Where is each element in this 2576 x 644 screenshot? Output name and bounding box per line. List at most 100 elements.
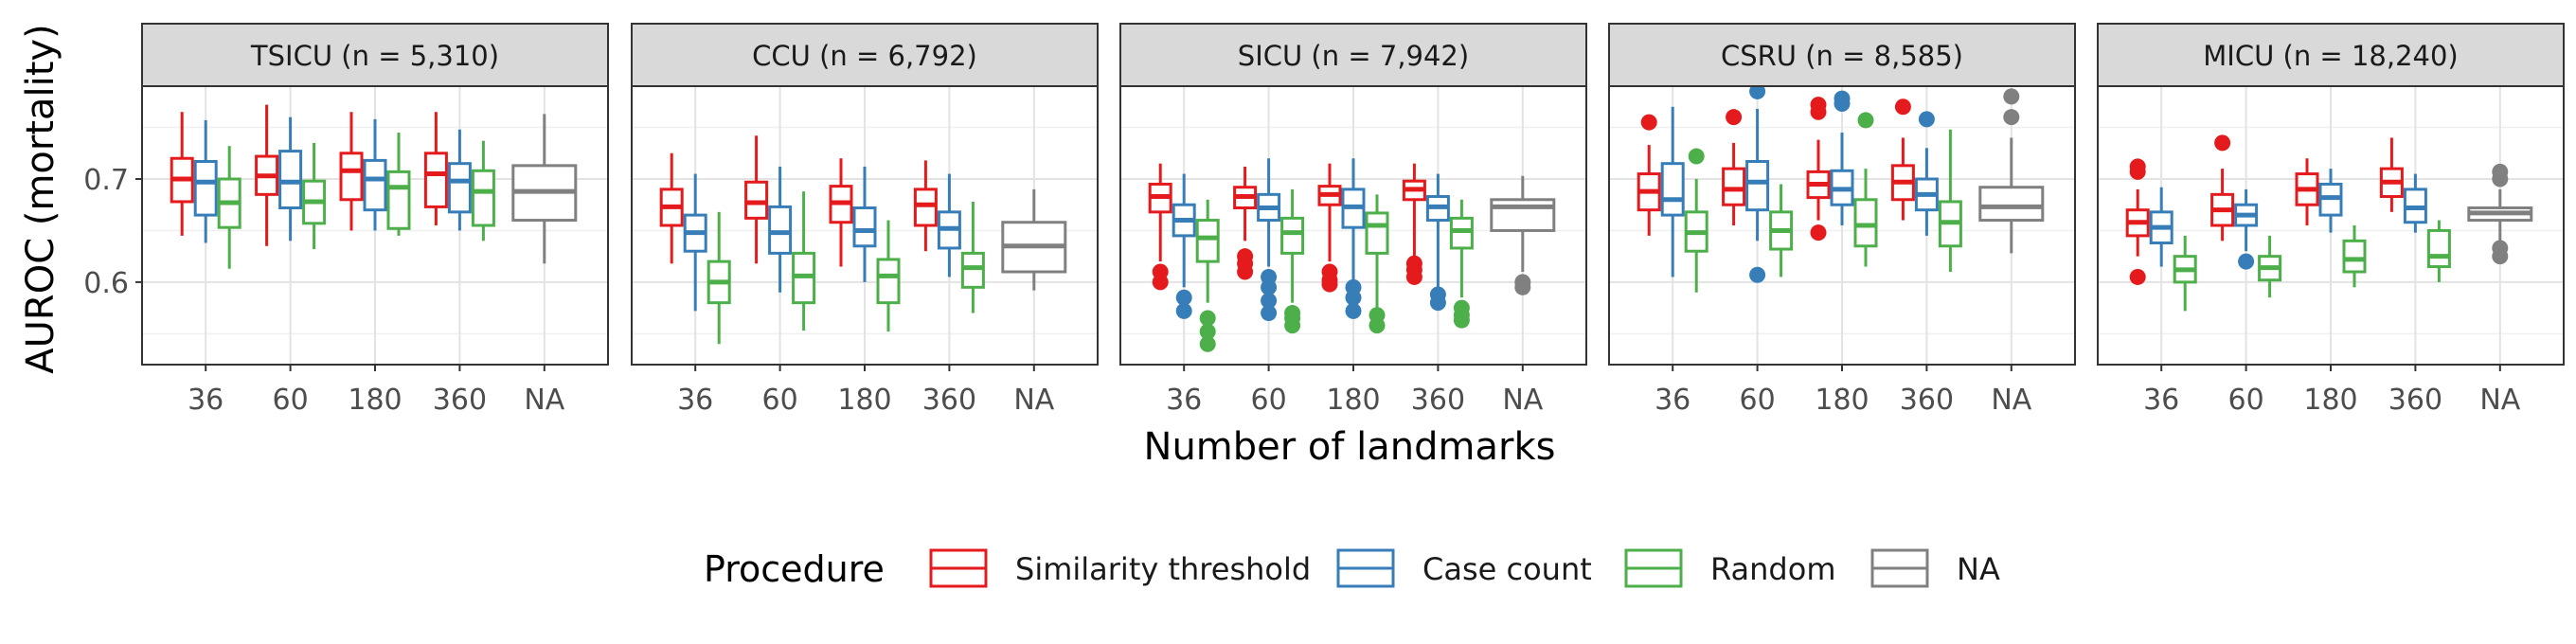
outlier-point [1640,114,1657,131]
box-similarity-threshold [1722,109,1746,225]
outlier-point [1405,268,1422,285]
outlier-point [1261,278,1278,295]
outlier-point [1345,302,1362,319]
box-na [1978,88,2045,254]
box-body [193,159,218,217]
outlier-point [1368,317,1386,334]
box-na [1001,188,1067,291]
box-body [2426,228,2451,269]
x-tick-label: 360 [922,384,976,417]
box-na [511,114,578,264]
facet-panel-5: MICU (n = 18,240) 36 60 180 360 NA [2097,23,2565,417]
facet-panel-3: SICU (n = 7,942) 36 60 180 360 NA [1119,23,1587,417]
outlier-point [2238,253,2255,270]
outlier-point [2003,109,2020,126]
x-tick-label: NA [2479,384,2520,417]
outlier-point [1321,276,1338,293]
box-similarity-threshold [1637,114,1661,236]
box-body [423,152,448,208]
outlier-point [1199,323,1216,340]
outlier-point [1749,82,1766,99]
box-case-count [1425,173,1450,312]
x-tick-label: 60 [1251,384,1287,417]
x-tick-label: 60 [2228,384,2264,417]
x-tick-label: 36 [1655,384,1690,417]
x-tick-label: 360 [433,384,487,417]
y-tick-label: 0.7 [83,164,129,197]
outlier-point [1857,112,1874,129]
box-random [302,142,327,250]
facet-strip [631,23,1099,87]
outlier-point [1175,289,1192,306]
legend: Procedure Similarity threshold Case count… [704,548,2000,590]
box-body [339,152,364,202]
facet-strip-label: MICU (n = 18,240) [2203,40,2458,72]
x-tick-label: 180 [837,384,891,417]
outlier-point [2129,268,2146,285]
box-random [2426,220,2451,282]
box-body [960,251,985,289]
box-random [471,140,495,242]
box-case-count [852,166,877,282]
facet-panel-2: CCU (n = 6,792) 36 60 180 360 NA [631,23,1099,417]
box-body [2342,239,2367,274]
box-random [1938,129,1962,272]
outlier-point [2129,163,2146,180]
box-similarity-threshold [255,104,279,246]
box-similarity-threshold [1806,97,1831,242]
box-case-count [1914,111,1939,236]
box-similarity-threshold [339,112,364,231]
box-similarity-threshold [659,152,684,264]
x-tick-label: NA [1502,384,1543,417]
box-case-count [2403,173,2427,233]
box-body [852,206,877,248]
outlier-point [1453,312,1470,329]
x-tick-label: 60 [273,384,309,417]
outlier-point [1749,266,1766,283]
box-body [1365,211,1389,255]
box-body [278,150,303,209]
legend-key-random [1624,548,1683,588]
box-body [768,205,793,255]
x-tick-label: NA [524,384,564,417]
box-case-count [2234,188,2259,270]
y-tick-label: 0.6 [83,267,129,300]
box-case-count [447,129,472,231]
outlier-point [1345,289,1362,306]
outlier-point [2492,170,2509,188]
box-random [1853,112,1878,267]
facet-strip-label: SICU (n = 7,942) [1238,40,1469,72]
y-axis: 0.6 0.7 [83,164,142,300]
box-similarity-threshold [423,112,448,225]
box-random [2342,225,2367,288]
box-case-count [683,173,707,312]
legend-key-similarity-threshold [929,548,988,588]
box-case-count [2318,169,2343,233]
facet-panel-4: CSRU (n = 8,585) 36 60 180 360 NA [1608,23,2076,417]
legend-label: Case count [1422,551,1592,587]
outlier-point [2492,248,2509,265]
box-case-count [1341,158,1366,319]
outlier-point [1237,263,1254,280]
box-similarity-threshold [1402,163,1426,285]
box-random [1280,188,1305,334]
box-body [876,258,901,305]
box-similarity-threshold [913,160,938,252]
box-similarity-threshold [744,135,769,264]
box-body [1195,219,1220,263]
x-tick-label: 60 [1740,384,1776,417]
outlier-point [1514,278,1531,295]
x-tick-label: 36 [188,384,224,417]
box-similarity-threshold [1148,163,1172,291]
box-na [2467,163,2533,265]
x-tick-label: 60 [762,384,798,417]
x-tick-label: 180 [1815,384,1869,417]
outlier-point [1261,292,1278,309]
box-body [1449,216,1474,250]
box-random [792,191,816,331]
facet-strip [1119,23,1587,87]
box-body [1853,198,1878,248]
box-similarity-threshold [2125,158,2150,285]
box-body [744,180,769,220]
x-tick-label: 36 [677,384,713,417]
